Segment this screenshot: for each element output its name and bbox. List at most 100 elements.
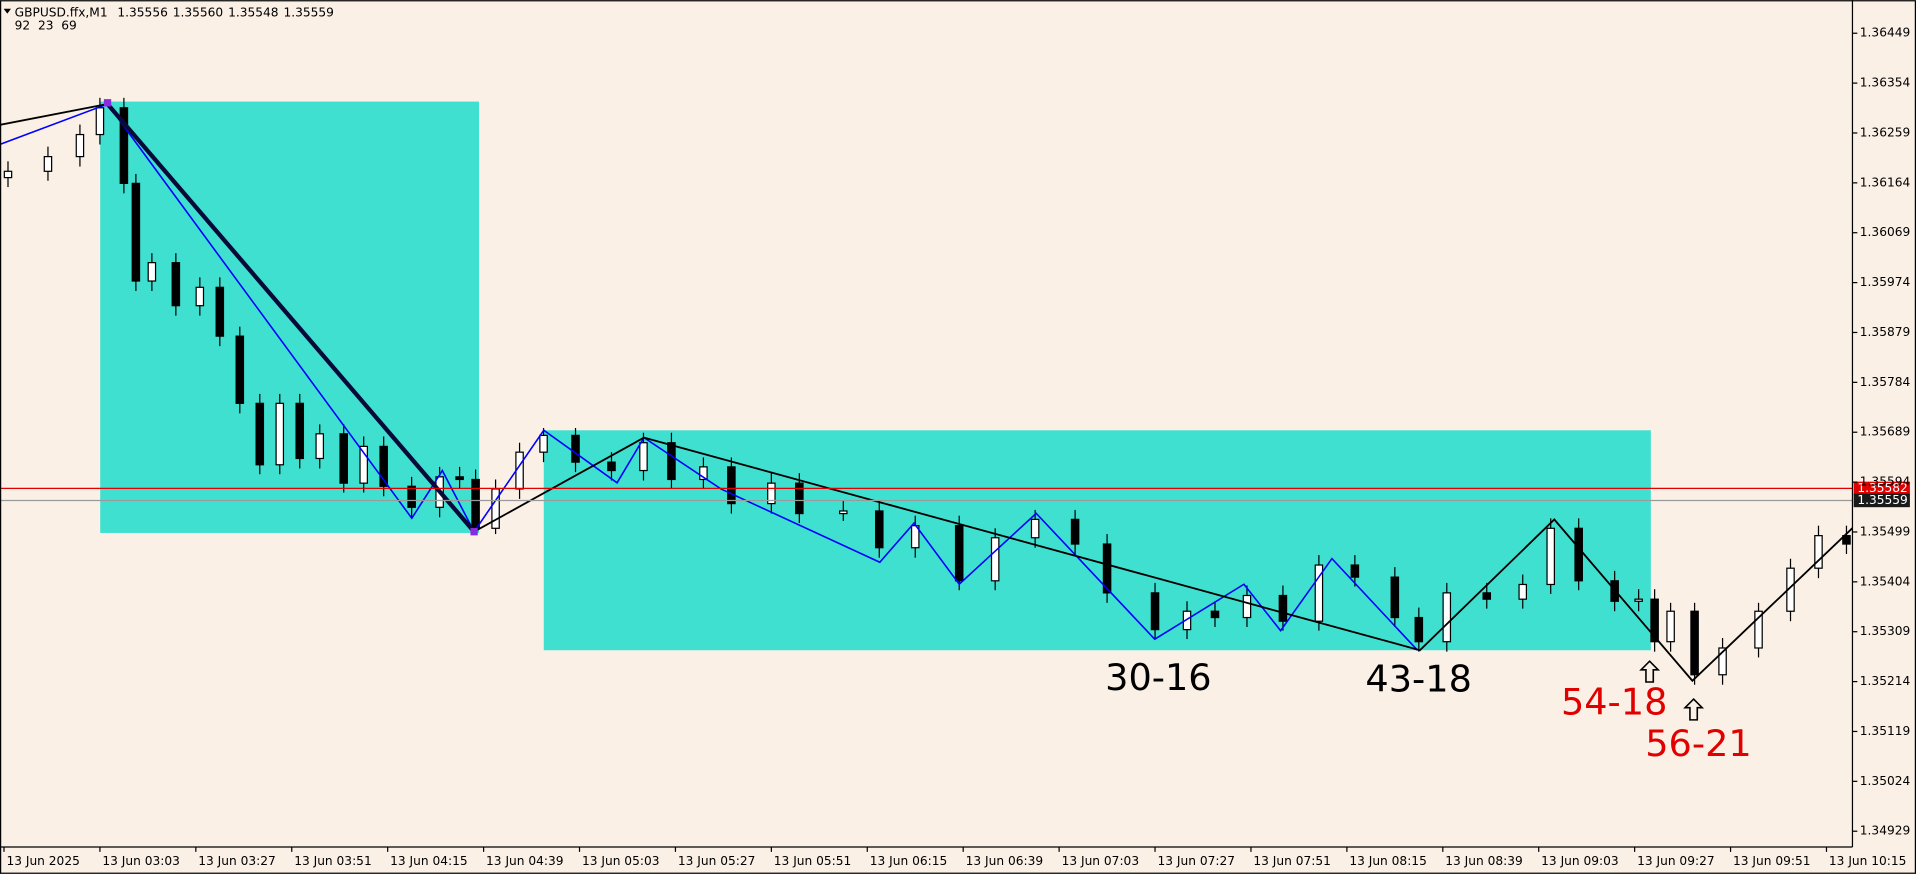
candle-body: [1546, 527, 1555, 586]
y-tick-label: 1.35784: [1860, 375, 1911, 389]
candle-body: [471, 478, 480, 529]
candle-body: [43, 155, 53, 172]
candle-body: [75, 133, 85, 158]
candle-body: [1278, 594, 1288, 622]
zigzag-black: [473, 436, 1854, 683]
y-tick-label: 1.35499: [1860, 524, 1910, 538]
x-tick-label: 13 Jun 09:51: [1733, 854, 1811, 868]
candle-body: [795, 482, 804, 515]
y-tick-label: 1.36069: [1860, 225, 1910, 239]
x-tick-label: 13 Jun 05:03: [582, 854, 660, 868]
candle-body: [295, 402, 305, 460]
zigzag-blue: [0, 103, 1419, 651]
candle-body: [1414, 616, 1424, 643]
candle-body: [1718, 647, 1727, 676]
candle-body: [1070, 518, 1080, 545]
x-tick-label: 13 Jun 2025: [6, 854, 79, 868]
candle-body: [1182, 610, 1192, 631]
up-arrow: [1683, 697, 1705, 721]
candle-body: [255, 402, 265, 466]
candle-body: [1482, 592, 1492, 600]
candle-body: [1150, 592, 1160, 631]
candle-body: [1842, 535, 1851, 545]
zigzag-black: [0, 103, 108, 126]
candle-body: [3, 170, 13, 179]
x-tick-label: 13 Jun 08:39: [1445, 854, 1523, 868]
candle-body: [1650, 598, 1659, 643]
candle-body: [990, 537, 1000, 582]
x-tick-label: 13 Jun 03:27: [198, 854, 276, 868]
candle-body: [1634, 598, 1643, 602]
x-tick-label: 13 Jun 04:15: [390, 854, 468, 868]
y-tick-label: 1.35879: [1860, 325, 1910, 339]
y-tick-label: 1.35689: [1860, 425, 1910, 439]
candle-body: [571, 434, 580, 463]
y-tick-label: 1.35309: [1860, 624, 1910, 638]
annotation: 30-16: [1105, 656, 1211, 699]
candle-body: [539, 434, 548, 453]
y-tick-label: 1.35024: [1860, 774, 1911, 788]
trend-line: [105, 102, 476, 534]
candle-body: [1814, 535, 1823, 569]
ohlc-value: 1.35548: [228, 5, 278, 19]
ohlc-value: 1.35556: [117, 5, 167, 19]
candle-body: [874, 510, 884, 549]
candle-body: [119, 107, 129, 184]
candle-body: [1442, 592, 1452, 643]
y-tick-label: 1.34929: [1860, 824, 1910, 838]
x-tick-label: 13 Jun 06:15: [870, 854, 948, 868]
candle-body: [315, 433, 325, 460]
candle-body: [1754, 610, 1763, 649]
anchor-point: [470, 528, 478, 536]
y-tick-label: 1.35594: [1860, 475, 1911, 489]
ohlc-value: 1.35560: [173, 5, 223, 19]
x-tick-label: 13 Jun 03:51: [294, 854, 372, 868]
x-tick-label: 13 Jun 05:51: [774, 854, 852, 868]
price-tag-label: 1.35582: [1857, 481, 1907, 495]
x-tick-label: 13 Jun 07:27: [1157, 854, 1235, 868]
x-tick-label: 13 Jun 09:27: [1637, 854, 1715, 868]
candle-body: [275, 402, 285, 466]
y-tick-label: 1.35404: [1860, 574, 1911, 588]
candle-body: [607, 461, 616, 472]
candle-body: [727, 466, 736, 505]
arrows: [1639, 660, 1705, 721]
up-arrow: [1639, 660, 1661, 683]
price-tag: [1853, 493, 1910, 508]
subtitle: 92 23 69: [15, 18, 77, 32]
candle-body: [379, 445, 388, 487]
candle-body: [1574, 527, 1583, 582]
candle-body: [407, 485, 416, 508]
candle-body: [195, 286, 205, 307]
candle-body: [455, 476, 464, 481]
candle-body: [131, 182, 141, 282]
candle-body: [1242, 594, 1252, 619]
anchor-point: [103, 99, 112, 107]
price-tag: [1853, 481, 1910, 496]
candle-body: [491, 488, 500, 529]
candles: [3, 97, 1851, 685]
y-tick-label: 1.35214: [1860, 674, 1911, 688]
candle-body: [667, 442, 676, 481]
candle-body: [767, 482, 776, 505]
candle-body: [235, 335, 245, 404]
candle-body: [1690, 610, 1699, 676]
y-tick-label: 1.36259: [1860, 125, 1910, 139]
annotation: 56-21: [1645, 722, 1751, 765]
candle-body: [1030, 518, 1040, 539]
x-tick-label: 13 Jun 06:39: [966, 854, 1044, 868]
annotation: 54-18: [1561, 680, 1667, 723]
candle-body: [215, 286, 225, 337]
x-tick-label: 13 Jun 07:03: [1062, 854, 1140, 868]
candle-body: [171, 262, 181, 307]
y-tick-label: 1.36354: [1860, 76, 1911, 90]
y-tick-label: 1.36449: [1860, 26, 1910, 40]
price-tag-label: 1.35559: [1857, 493, 1907, 507]
rectangle-object: [543, 430, 1651, 651]
x-tick-label: 13 Jun 04:39: [486, 854, 564, 868]
candle-body: [699, 466, 708, 481]
ohlc-value: 1.35559: [283, 5, 333, 19]
